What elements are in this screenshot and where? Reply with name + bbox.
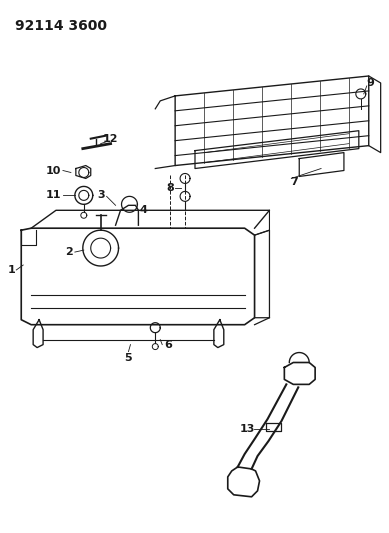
Text: 5: 5 (124, 352, 132, 362)
Text: 2: 2 (65, 247, 73, 257)
Text: 12: 12 (103, 134, 118, 144)
Text: 7: 7 (291, 177, 298, 188)
Text: 6: 6 (164, 340, 172, 350)
Text: 1: 1 (7, 265, 15, 275)
Text: 10: 10 (46, 166, 61, 175)
Text: 8: 8 (166, 183, 174, 193)
Text: 92114 3600: 92114 3600 (15, 19, 107, 33)
Text: 4: 4 (139, 205, 147, 215)
Text: 3: 3 (97, 190, 105, 200)
Text: 11: 11 (45, 190, 61, 200)
Text: 13: 13 (240, 424, 255, 434)
Text: 9: 9 (367, 78, 375, 88)
